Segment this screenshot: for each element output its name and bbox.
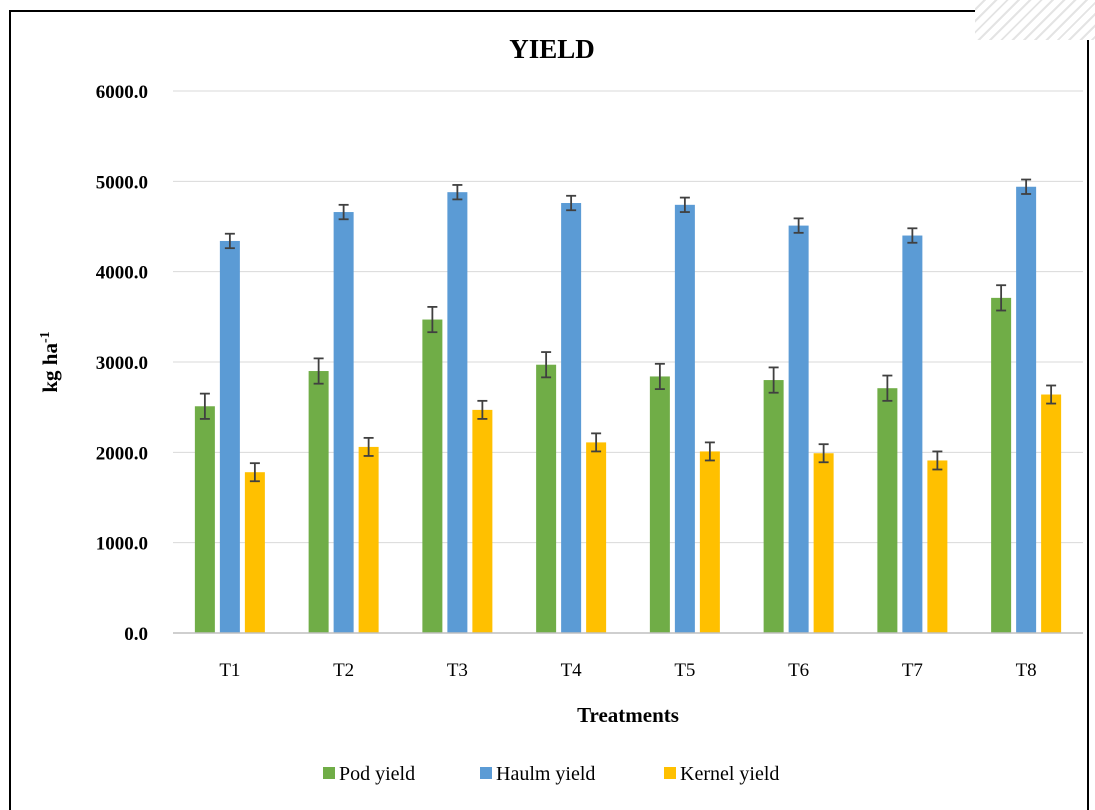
- error-bar: [1021, 178, 1032, 195]
- error-bar: [996, 284, 1007, 312]
- legend-swatch: [323, 767, 335, 779]
- legend-swatch: [664, 767, 676, 779]
- bar-pod-yield: [991, 297, 1012, 633]
- bar-pod-yield: [536, 364, 557, 633]
- error-bar: [313, 357, 324, 385]
- x-tick-label: T1: [219, 660, 240, 681]
- error-bar: [818, 443, 829, 464]
- error-bar: [679, 196, 690, 213]
- x-tick-label: T4: [561, 660, 583, 681]
- bar-haulm-yield: [674, 204, 695, 633]
- y-tick-label: 1000.0: [96, 534, 148, 555]
- x-tick-label: T5: [674, 660, 695, 681]
- error-bar: [793, 217, 804, 234]
- x-tick-label: T7: [902, 660, 923, 681]
- bar-pod-yield: [194, 406, 215, 633]
- x-axis-ticks: T1 T2 T3 T4 T5 T6 T7 T8: [219, 660, 1036, 681]
- y-axis-ticks: 0.0 1000.0 2000.0 3000.0 4000.0 5000.0 6000.0: [96, 82, 148, 645]
- y-tick-label: 3000.0: [96, 353, 148, 374]
- legend-swatch: [480, 767, 492, 779]
- error-bar: [427, 305, 438, 334]
- y-axis-label: kg ha-1: [38, 331, 62, 392]
- x-tick-label: T8: [1016, 660, 1037, 681]
- legend-label: Pod yield: [339, 763, 415, 785]
- y-axis-label-main: kg ha: [38, 343, 62, 393]
- bar-pod-yield: [422, 319, 443, 633]
- bar-kernel-yield: [1041, 394, 1062, 633]
- legend: Pod yield Haulm yield Kernel yield: [323, 763, 779, 785]
- error-bars: [199, 178, 1057, 483]
- bar-pod-yield: [763, 380, 784, 633]
- y-tick-label: 5000.0: [96, 172, 148, 193]
- error-bar: [477, 399, 488, 420]
- bar-kernel-yield: [244, 472, 265, 633]
- y-axis-label-superscript: -1: [38, 331, 53, 343]
- error-bar: [1046, 384, 1057, 405]
- gridlines: [173, 90, 1083, 544]
- y-tick-label: 0.0: [124, 624, 148, 645]
- bar-kernel-yield: [927, 460, 948, 633]
- error-bar: [249, 462, 260, 483]
- decorative-corner-strip: [975, 0, 1095, 40]
- y-tick-label: 6000.0: [96, 82, 148, 103]
- legend-item: Haulm yield: [480, 763, 595, 785]
- legend-label: Kernel yield: [680, 763, 779, 785]
- bar-haulm-yield: [788, 225, 809, 633]
- error-bar: [768, 366, 779, 394]
- legend-item: Pod yield: [323, 763, 415, 785]
- bars: [194, 186, 1062, 634]
- legend-item: Kernel yield: [664, 763, 779, 785]
- y-tick-label: 4000.0: [96, 263, 148, 284]
- error-bar: [452, 184, 463, 201]
- error-bar: [363, 436, 374, 457]
- bar-haulm-yield: [219, 240, 240, 633]
- error-bar: [338, 203, 349, 221]
- bar-pod-yield: [308, 371, 329, 633]
- error-bar: [224, 232, 235, 250]
- error-bar: [932, 450, 943, 471]
- error-bar: [654, 362, 665, 391]
- bar-haulm-yield: [1016, 186, 1037, 633]
- y-tick-label: 2000.0: [96, 443, 148, 464]
- error-bar: [199, 392, 210, 420]
- error-bar: [907, 227, 918, 244]
- error-bar: [541, 351, 552, 379]
- error-bar: [566, 194, 577, 212]
- chart-title: YIELD: [509, 34, 595, 64]
- x-tick-label: T2: [333, 660, 354, 681]
- error-bar: [591, 432, 602, 453]
- error-bar: [704, 441, 715, 462]
- bar-pod-yield: [649, 376, 670, 633]
- bar-haulm-yield: [561, 203, 582, 633]
- bar-kernel-yield: [358, 446, 379, 633]
- x-tick-label: T3: [447, 660, 468, 681]
- bar-kernel-yield: [699, 451, 720, 633]
- bar-kernel-yield: [472, 409, 493, 633]
- error-bar: [882, 374, 893, 402]
- bar-pod-yield: [877, 388, 898, 633]
- bar-kernel-yield: [813, 453, 834, 633]
- bar-haulm-yield: [902, 235, 923, 634]
- bar-haulm-yield: [447, 192, 468, 633]
- x-axis-label: Treatments: [577, 703, 679, 727]
- legend-label: Haulm yield: [496, 763, 595, 785]
- x-tick-label: T6: [788, 660, 809, 681]
- bar-kernel-yield: [586, 442, 607, 633]
- bar-haulm-yield: [333, 212, 354, 633]
